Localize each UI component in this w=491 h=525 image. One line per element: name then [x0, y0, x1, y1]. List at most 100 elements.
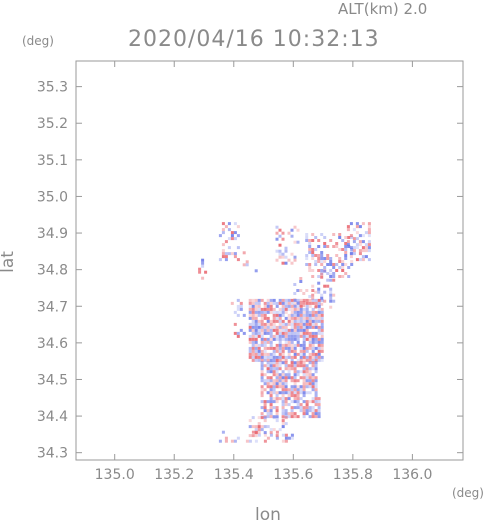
echo-cell	[302, 355, 306, 359]
echo-cell	[302, 400, 306, 404]
echo-cell	[361, 258, 365, 262]
echo-cell	[305, 254, 309, 257]
echo-cell	[311, 343, 315, 347]
echo-cell	[335, 263, 339, 266]
echo-cell	[311, 233, 315, 236]
echo-cell	[302, 379, 306, 383]
echo-cell	[287, 337, 291, 341]
echo-cell	[263, 307, 267, 311]
echo-cell	[332, 245, 336, 248]
echo-cell	[355, 258, 359, 262]
echo-cell	[308, 331, 312, 335]
echo-cell	[296, 397, 300, 401]
echo-cell	[299, 301, 303, 305]
echo-cell	[284, 439, 288, 443]
echo-cell	[290, 355, 294, 359]
echo-cell	[293, 255, 297, 259]
echo-cell	[263, 316, 267, 320]
echo-cell	[311, 358, 315, 362]
echo-cell	[308, 325, 312, 329]
echo-cell	[254, 434, 258, 438]
echo-cell	[281, 337, 285, 341]
echo-cell	[275, 316, 279, 320]
echo-cell	[317, 409, 321, 413]
echo-cell	[317, 346, 321, 350]
echo-cell	[275, 328, 279, 332]
echo-cell	[308, 352, 312, 356]
echo-cell	[275, 231, 279, 235]
echo-cell	[266, 385, 270, 389]
echo-cell	[311, 301, 315, 305]
echo-cell	[263, 349, 267, 353]
echo-cell	[314, 388, 318, 392]
echo-cell	[275, 370, 279, 374]
echo-cell	[290, 337, 294, 341]
echo-cell	[323, 260, 327, 263]
echo-cell	[358, 240, 362, 244]
echo-cell	[335, 245, 339, 248]
echo-cell	[302, 343, 306, 347]
echo-cell	[284, 361, 288, 365]
echo-cell	[251, 340, 255, 344]
echo-cell	[302, 370, 306, 374]
echo-cell	[284, 433, 288, 437]
echo-cell	[308, 391, 312, 395]
echo-cell	[296, 322, 300, 326]
echo-cell	[320, 310, 324, 314]
echo-cell	[272, 388, 276, 392]
echo-cell	[320, 343, 324, 347]
echo-cell	[275, 397, 279, 401]
echo-cell	[263, 325, 267, 329]
echo-cell	[201, 276, 205, 280]
echo-cell	[311, 355, 315, 359]
echo-cell	[299, 277, 303, 280]
echo-cell	[367, 258, 371, 262]
echo-cell	[314, 313, 318, 317]
echo-cell	[236, 331, 240, 335]
echo-cell	[248, 355, 252, 359]
echo-cell	[281, 425, 285, 429]
echo-cell	[317, 406, 321, 410]
echo-cell	[296, 400, 300, 404]
echo-cell	[260, 379, 264, 383]
echo-cell	[290, 228, 294, 232]
echo-cell	[347, 266, 351, 269]
echo-cell	[293, 337, 297, 341]
echo-cell	[281, 322, 285, 326]
echo-cell	[272, 400, 276, 404]
echo-cell	[281, 373, 285, 377]
echo-cell	[323, 245, 327, 248]
echo-cell	[266, 304, 270, 308]
echo-cell	[263, 439, 267, 443]
echo-cell	[260, 358, 264, 362]
echo-cell	[290, 394, 294, 398]
echo-cell	[317, 316, 321, 320]
echo-cell	[281, 352, 285, 356]
echo-cell	[260, 376, 264, 380]
echo-cell	[367, 240, 371, 244]
echo-cell	[260, 412, 264, 416]
echo-cell	[314, 236, 318, 239]
echo-cell	[281, 439, 285, 443]
echo-cell	[314, 415, 318, 419]
echo-cell	[314, 325, 318, 329]
echo-cell	[311, 284, 315, 288]
echo-cell	[317, 239, 321, 242]
echo-cell	[293, 319, 297, 323]
echo-cell	[278, 328, 282, 332]
echo-cell	[299, 358, 303, 362]
echo-cell	[266, 370, 270, 374]
echo-cell	[254, 439, 258, 443]
echo-cell	[311, 352, 315, 356]
echo-cell	[278, 391, 282, 395]
echo-cell	[287, 307, 291, 311]
echo-cell	[317, 331, 321, 335]
echo-cell	[281, 412, 285, 416]
echo-cell	[263, 400, 267, 404]
echo-cell	[367, 234, 371, 238]
echo-cell	[284, 331, 288, 335]
echo-cell	[254, 337, 258, 341]
echo-cell	[305, 298, 309, 302]
echo-cell	[281, 370, 285, 374]
echo-cell	[233, 322, 237, 326]
